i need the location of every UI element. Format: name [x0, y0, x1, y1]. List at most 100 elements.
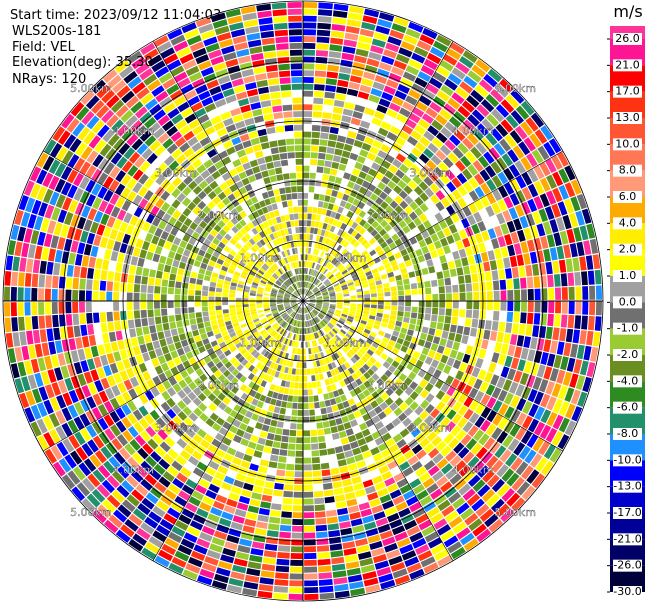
range-gate — [293, 320, 297, 326]
range-gate — [313, 347, 317, 354]
range-label: 2.00km — [197, 379, 239, 392]
range-gate — [250, 548, 264, 556]
range-gate — [247, 561, 262, 570]
range-gate — [260, 317, 267, 323]
range-gate — [548, 138, 562, 154]
range-gate — [492, 280, 500, 291]
range-gate — [539, 177, 551, 192]
range-gate — [556, 369, 566, 384]
range-gate — [232, 234, 241, 242]
range-gate — [285, 292, 291, 296]
range-gate — [362, 389, 371, 398]
range-gate — [406, 329, 414, 336]
range-gate — [487, 250, 496, 261]
range-gate — [568, 301, 575, 315]
range-gate — [309, 297, 316, 300]
range-gate — [101, 89, 116, 104]
range-gate — [507, 344, 516, 357]
range-gate — [354, 232, 362, 240]
range-gate — [256, 293, 263, 297]
range-gate — [303, 8, 318, 15]
range-gate — [436, 247, 445, 257]
range-gate — [454, 460, 467, 472]
range-gate — [282, 429, 290, 436]
range-gate — [368, 168, 377, 177]
range-gate — [436, 322, 444, 330]
range-gate — [67, 404, 79, 419]
range-gate — [275, 399, 282, 407]
range-gate — [459, 284, 466, 293]
range-gate — [259, 93, 271, 101]
range-gate — [337, 424, 345, 432]
range-gate — [303, 464, 312, 471]
range-gate — [182, 282, 189, 289]
range-gate — [367, 318, 375, 324]
range-gate — [576, 241, 585, 257]
range-gate — [174, 220, 183, 230]
range-gate — [233, 271, 241, 277]
range-gate — [555, 301, 562, 314]
range-gate — [375, 197, 384, 206]
range-gate — [443, 323, 451, 332]
range-gate — [326, 385, 333, 393]
range-gate — [333, 326, 340, 333]
range-gate — [362, 15, 378, 25]
range-gate — [379, 228, 387, 237]
range-gate — [456, 325, 464, 335]
range-gate — [290, 311, 295, 317]
range-gate — [230, 282, 238, 287]
range-gate — [366, 225, 375, 234]
range-gate — [310, 220, 316, 227]
range-gate — [332, 10, 348, 18]
range-gate — [79, 290, 86, 301]
range-label: 5.00km — [494, 506, 536, 519]
range-gate — [140, 479, 153, 491]
range-gate — [4, 286, 11, 301]
range-gate — [297, 321, 300, 327]
range-gate — [369, 193, 379, 202]
range-gate — [197, 190, 207, 200]
range-gate — [278, 63, 290, 71]
colorbar-label-bg — [613, 164, 642, 177]
range-gate — [358, 186, 367, 195]
range-gate — [533, 421, 546, 436]
range-gate — [36, 152, 49, 168]
range-gate — [333, 352, 340, 359]
range-gate — [440, 84, 454, 97]
range-gate — [249, 159, 259, 168]
range-gate — [452, 341, 461, 351]
range-gate — [441, 505, 455, 517]
range-gate — [303, 491, 314, 498]
range-gate — [312, 248, 317, 255]
range-gate — [175, 314, 182, 322]
range-gate — [439, 293, 446, 301]
range-gate — [500, 246, 509, 258]
range-gate — [391, 301, 398, 306]
range-gate — [273, 272, 279, 279]
range-gate — [131, 138, 144, 151]
range-gate — [317, 551, 330, 559]
range-gate — [230, 571, 245, 581]
range-gate — [80, 399, 91, 412]
range-gate — [232, 114, 244, 123]
range-gate — [323, 278, 329, 284]
colorbar-label: -6.0 — [617, 401, 638, 414]
range-gate — [303, 63, 315, 70]
range-gate — [474, 186, 485, 198]
range-gate — [230, 315, 238, 321]
range-gate — [277, 295, 283, 298]
range-gate — [491, 459, 504, 473]
range-gate — [311, 326, 315, 333]
range-gate — [363, 222, 371, 230]
range-gate — [533, 196, 544, 210]
range-gate — [323, 393, 330, 400]
range-gate — [44, 384, 55, 399]
range-gate — [540, 313, 548, 326]
colorbar-title: m/s — [613, 2, 642, 21]
range-gate — [24, 302, 31, 316]
range-gate — [336, 507, 349, 516]
range-gate — [161, 315, 169, 324]
range-gate — [259, 329, 266, 335]
range-gate — [128, 388, 138, 400]
range-gate — [239, 335, 246, 342]
